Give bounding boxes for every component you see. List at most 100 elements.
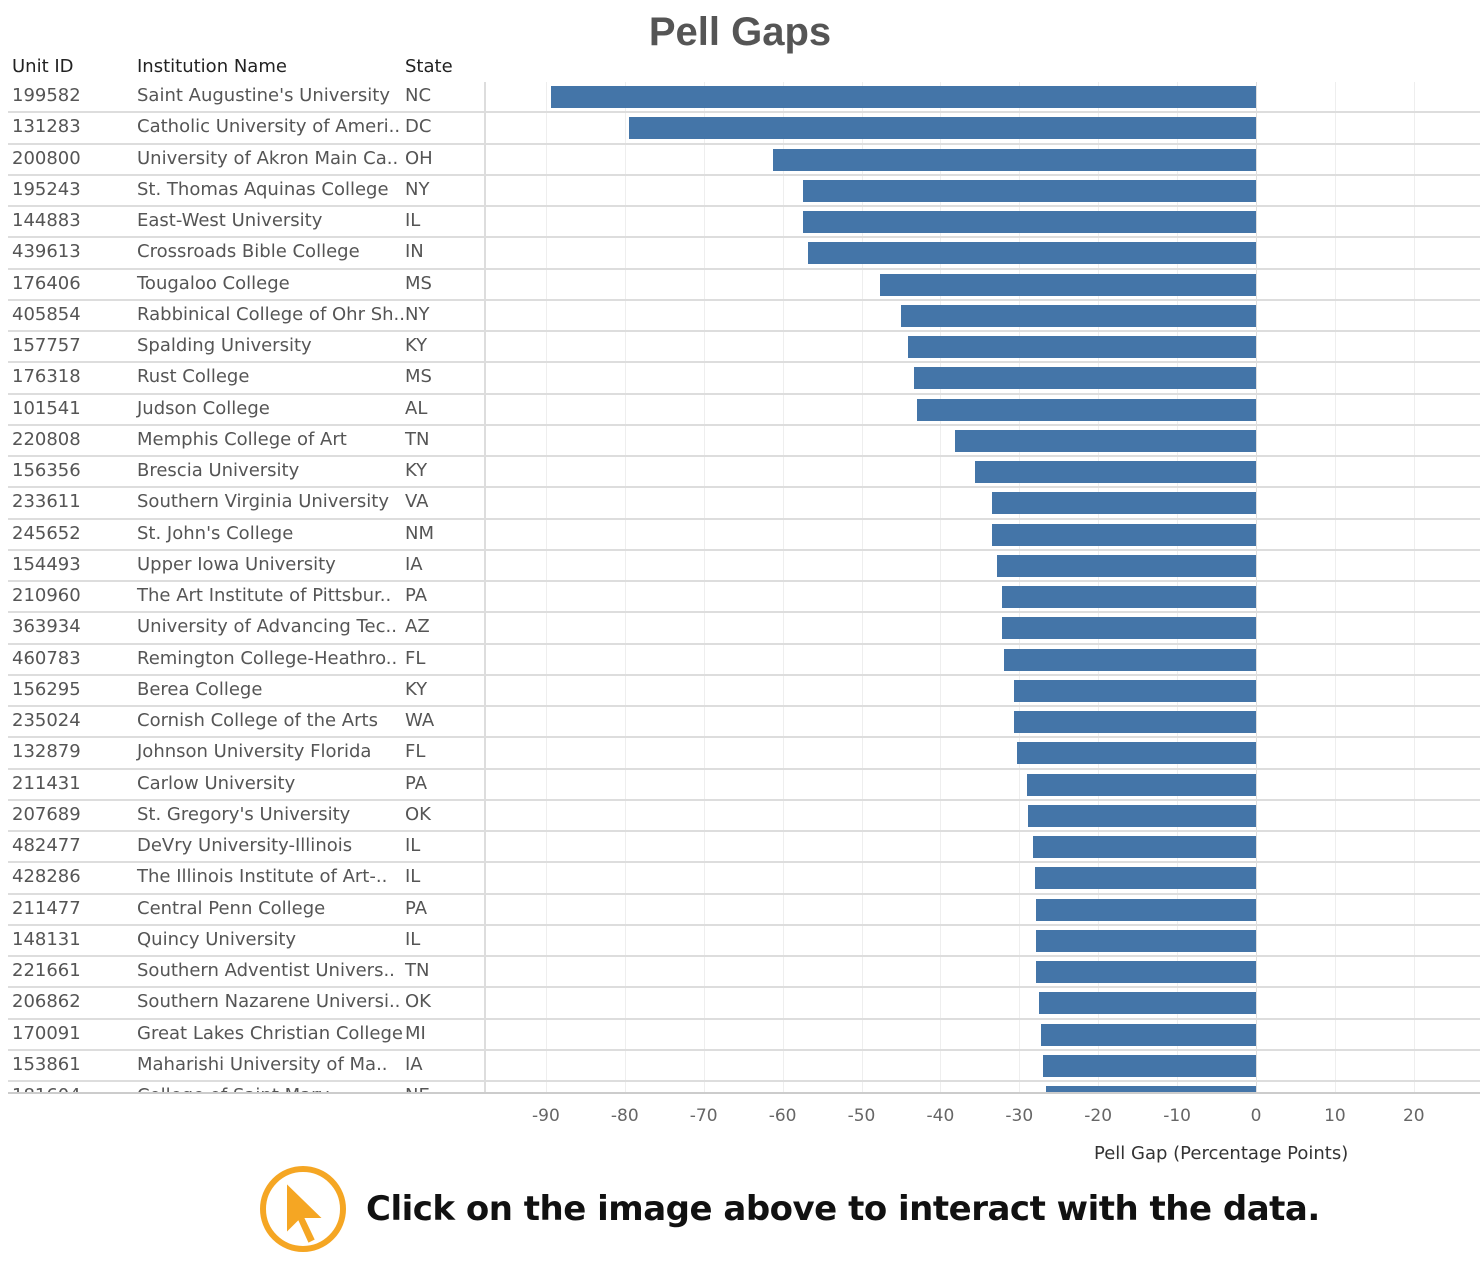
bar[interactable] bbox=[1035, 898, 1256, 921]
bar[interactable] bbox=[550, 86, 1256, 108]
table-row[interactable]: 170091 Great Lakes Christian College MI bbox=[0, 1020, 1480, 1051]
table-row[interactable]: 200800 University of Akron Main Ca.. OH bbox=[0, 145, 1480, 176]
bar[interactable] bbox=[1013, 679, 1256, 702]
bar[interactable] bbox=[955, 429, 1256, 452]
gridline bbox=[1413, 82, 1415, 1093]
column-header-state[interactable]: State bbox=[405, 56, 453, 77]
table-row[interactable]: 154493 Upper Iowa University IA bbox=[0, 551, 1480, 582]
institution-name-cell: University of Akron Main Ca.. bbox=[137, 147, 399, 169]
institution-name-cell: University of Advancing Tec.. bbox=[137, 616, 397, 638]
unit-id-cell: 170091 bbox=[12, 1022, 81, 1044]
table-row[interactable]: 211477 Central Penn College PA bbox=[0, 895, 1480, 926]
row-divider bbox=[8, 705, 1480, 707]
bar[interactable] bbox=[916, 398, 1256, 421]
table-row[interactable]: 148131 Quincy University IL bbox=[0, 926, 1480, 957]
table-row[interactable]: 199582 Saint Augustine's University NC bbox=[0, 82, 1480, 114]
unit-id-cell: 460783 bbox=[12, 647, 81, 669]
unit-id-cell: 428286 bbox=[12, 866, 81, 888]
bar[interactable] bbox=[991, 523, 1256, 546]
bar[interactable] bbox=[628, 117, 1256, 140]
table-row[interactable]: 428286 The Illinois Institute of Art-.. IL bbox=[0, 863, 1480, 895]
row-divider bbox=[8, 580, 1480, 582]
bar[interactable] bbox=[1032, 836, 1256, 858]
bar[interactable] bbox=[1001, 617, 1256, 640]
institution-name-cell: Southern Virginia University bbox=[137, 491, 389, 513]
table-row[interactable]: 176406 Tougaloo College MS bbox=[0, 270, 1480, 301]
state-cell: KY bbox=[405, 460, 428, 481]
bar[interactable] bbox=[807, 242, 1256, 265]
chart-rows[interactable]: 199582 Saint Augustine's University NC 1312… bbox=[0, 82, 1480, 1093]
interact-callout[interactable]: Click on the image above to interact wit… bbox=[258, 1164, 1320, 1254]
unit-id-cell: 154493 bbox=[12, 553, 81, 575]
bar[interactable] bbox=[1013, 711, 1256, 733]
institution-name-cell: Spalding University bbox=[137, 335, 312, 356]
institution-name-cell: Catholic University of Ameri.. bbox=[137, 116, 401, 138]
unit-id-cell: 235024 bbox=[12, 710, 81, 731]
table-row[interactable]: 132879 Johnson University Florida FL bbox=[0, 738, 1480, 770]
bar[interactable] bbox=[914, 367, 1256, 390]
bar[interactable] bbox=[1016, 742, 1256, 765]
x-tick-label: 0 bbox=[1250, 1106, 1262, 1126]
state-cell: IL bbox=[405, 835, 421, 856]
bar[interactable] bbox=[1041, 1023, 1256, 1046]
bar[interactable] bbox=[908, 336, 1256, 358]
table-row[interactable]: 211431 Carlow University PA bbox=[0, 770, 1480, 801]
bar[interactable] bbox=[1042, 1054, 1256, 1077]
table-row[interactable]: 235024 Cornish College of the Arts WA bbox=[0, 707, 1480, 739]
table-row[interactable]: 144883 East-West University IL bbox=[0, 207, 1480, 239]
bar[interactable] bbox=[997, 554, 1256, 577]
table-row[interactable]: 156295 Berea College KY bbox=[0, 676, 1480, 707]
bar[interactable] bbox=[1027, 804, 1256, 827]
bar[interactable] bbox=[773, 148, 1256, 171]
bar[interactable] bbox=[803, 211, 1256, 233]
state-cell: NY bbox=[405, 178, 430, 200]
table-row[interactable]: 131283 Catholic University of Ameri.. DC bbox=[0, 113, 1480, 145]
table-row[interactable]: 195243 St. Thomas Aquinas College NY bbox=[0, 176, 1480, 207]
table-row[interactable]: 363934 University of Advancing Tec.. AZ bbox=[0, 613, 1480, 645]
bar[interactable] bbox=[803, 179, 1256, 202]
unit-id-cell: 144883 bbox=[12, 210, 81, 231]
bar[interactable] bbox=[879, 273, 1256, 296]
table-row[interactable]: 207689 St. Gregory's University OK bbox=[0, 801, 1480, 832]
table-row[interactable]: 221661 Southern Adventist Univers.. TN bbox=[0, 957, 1480, 989]
table-row[interactable]: 153861 Maharishi University of Ma.. IA bbox=[0, 1051, 1480, 1082]
row-divider bbox=[8, 1017, 1480, 1020]
table-row[interactable]: 210960 The Art Institute of Pittsbur.. PA bbox=[0, 582, 1480, 614]
table-row[interactable]: 206862 Southern Nazarene Universi.. OK bbox=[0, 988, 1480, 1020]
table-row[interactable]: 245652 St. John's College NM bbox=[0, 520, 1480, 551]
unit-id-cell: 199582 bbox=[12, 85, 81, 106]
table-row[interactable]: 181604 College of Saint Mary NE bbox=[0, 1082, 1480, 1093]
bar[interactable] bbox=[1004, 648, 1256, 671]
row-divider bbox=[8, 892, 1480, 895]
bar[interactable] bbox=[1035, 929, 1256, 952]
column-header-institution[interactable]: Institution Name bbox=[137, 56, 287, 77]
gridline bbox=[624, 82, 626, 1093]
bar[interactable] bbox=[1039, 992, 1256, 1015]
bar[interactable] bbox=[991, 492, 1256, 515]
state-cell: WA bbox=[405, 710, 435, 731]
bar[interactable] bbox=[1035, 867, 1256, 890]
bar[interactable] bbox=[1027, 773, 1256, 796]
table-row[interactable]: 176318 Rust College MS bbox=[0, 363, 1480, 395]
gridline bbox=[861, 82, 863, 1093]
table-row[interactable]: 220808 Memphis College of Art TN bbox=[0, 426, 1480, 457]
column-header-unit-id[interactable]: Unit ID bbox=[12, 56, 74, 77]
row-divider bbox=[8, 392, 1480, 395]
bar[interactable] bbox=[1046, 1086, 1256, 1093]
table-row[interactable]: 233611 Southern Virginia University VA bbox=[0, 488, 1480, 520]
bar[interactable] bbox=[1001, 586, 1256, 608]
table-row[interactable]: 460783 Remington College-Heathro.. FL bbox=[0, 645, 1480, 676]
chart-title: Pell Gaps bbox=[648, 10, 832, 54]
table-row[interactable]: 482477 DeVry University-Illinois IL bbox=[0, 832, 1480, 864]
bar[interactable] bbox=[975, 461, 1256, 483]
bar[interactable] bbox=[1035, 961, 1256, 983]
row-divider bbox=[8, 986, 1480, 989]
bar[interactable] bbox=[900, 304, 1256, 327]
state-cell: MS bbox=[405, 272, 432, 294]
table-row[interactable]: 101541 Judson College AL bbox=[0, 395, 1480, 426]
table-row[interactable]: 439613 Crossroads Bible College IN bbox=[0, 238, 1480, 270]
table-row[interactable]: 156356 Brescia University KY bbox=[0, 457, 1480, 489]
table-row[interactable]: 405854 Rabbinical College of Ohr Sh.. NY bbox=[0, 301, 1480, 332]
unit-id-cell: 153861 bbox=[12, 1053, 81, 1075]
table-row[interactable]: 157757 Spalding University KY bbox=[0, 332, 1480, 364]
